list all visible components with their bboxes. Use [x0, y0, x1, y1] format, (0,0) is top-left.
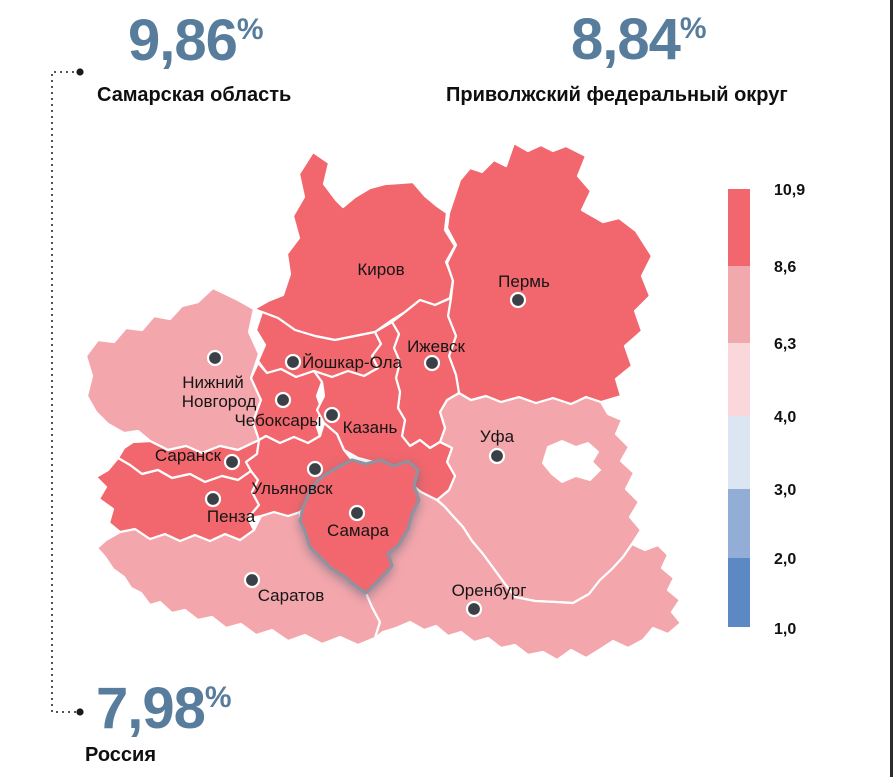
city-label-nizhny-novgorod-line2: Новгород: [182, 392, 257, 411]
city-dot-perm: [509, 291, 527, 309]
legend-tick-6-3: 6,3: [774, 336, 796, 353]
legend-tick-1-0: 1,0: [774, 621, 796, 638]
legend-tick-8-6: 8,6: [774, 259, 796, 276]
city-dot-yoshkar-ola: [284, 353, 302, 371]
city-dot-saratov: [243, 571, 261, 589]
city-label-kazan: Казань: [343, 418, 398, 437]
region-penza-oblast: [94, 456, 261, 543]
stat-russia-unit: %: [204, 681, 232, 714]
stat-russia-value: 7,98: [96, 676, 206, 741]
stat-samara-value-row: 9,86%: [128, 12, 264, 70]
callout-connector: [51, 68, 84, 716]
legend-tick-4-0: 4,0: [774, 409, 796, 426]
city-label-nizhny-novgorod-line1: Нижний: [182, 373, 244, 392]
city-dot-samara: [348, 504, 366, 522]
stat-district: 8,84%: [571, 11, 707, 69]
connector-dot-bottom: [76, 708, 84, 716]
city-label-yoshkar-ola: Йошкар-Ола: [302, 353, 403, 372]
city-dot-kazan: [323, 406, 341, 424]
city-label-perm: Пермь: [498, 272, 550, 291]
stat-district-label: Приволжский федеральный округ: [446, 84, 788, 106]
city-label-orenburg: Оренбург: [452, 581, 527, 600]
city-dot-nizhny-novgorod: [206, 349, 224, 367]
legend-tick-2-0: 2,0: [774, 551, 796, 568]
city-label-saransk: Саранск: [155, 446, 222, 465]
city-label-samara: Самара: [327, 521, 390, 540]
city-dot-izhevsk: [423, 354, 441, 372]
stat-district-unit: %: [679, 12, 707, 45]
city-label-izhevsk: Ижевск: [407, 337, 465, 356]
legend-tick-3-0: 3,0: [774, 482, 796, 499]
city-dot-cheboksary: [274, 391, 292, 409]
legend-swatch-band-4: [728, 416, 750, 489]
city-label-ufa: Уфа: [480, 427, 515, 446]
bashkortostan-lake: [541, 439, 602, 484]
city-label-ulyanovsk: Ульяновск: [251, 479, 333, 498]
legend-swatch-band-6: [728, 558, 750, 627]
legend-tick-10-9: 10,9: [774, 182, 805, 199]
stat-russia-label: Россия: [85, 744, 157, 766]
region-orenburg-oblast: [364, 484, 683, 662]
region-samara-oblast-highlighted: [298, 458, 421, 595]
city-dot-orenburg: [465, 600, 483, 618]
city-label-saratov: Саратов: [258, 586, 325, 605]
city-dots: [204, 291, 527, 618]
stat-russia: 7,98%: [96, 680, 232, 738]
city-labels: Киров Пермь Ижевск Йошкар-Ола Нижний Нов…: [155, 260, 550, 605]
stat-district-value: 8,84: [571, 7, 681, 72]
legend-swatch-band-5: [728, 489, 750, 558]
stat-samara-label: Самарская область: [97, 84, 292, 106]
stat-district-value-row: 8,84%: [571, 11, 707, 69]
city-dot-penza: [204, 490, 222, 508]
city-dot-saransk: [223, 453, 241, 471]
connector-dotted-line: [51, 71, 80, 713]
city-dot-ufa: [488, 447, 506, 465]
city-label-penza: Пенза: [207, 507, 256, 526]
stat-samara-unit: %: [236, 13, 264, 46]
legend-color-scale: 10,9 8,6 6,3 4,0 3,0 2,0 1,0: [728, 182, 805, 638]
connector-dot-top: [76, 68, 84, 76]
legend-swatch-band-2: [728, 266, 750, 343]
city-dot-ulyanovsk: [306, 460, 324, 478]
figure-right-border: [890, 0, 893, 777]
stat-russia-value-row: 7,98%: [96, 680, 232, 738]
legend-swatch-band-3: [728, 343, 750, 416]
city-label-cheboksary: Чебоксары: [234, 411, 321, 430]
legend-swatch-band-1: [728, 189, 750, 266]
city-label-kirov: Киров: [357, 260, 404, 279]
stat-samara-oblast: 9,86%: [128, 12, 264, 70]
stat-samara-value: 9,86: [128, 8, 238, 73]
